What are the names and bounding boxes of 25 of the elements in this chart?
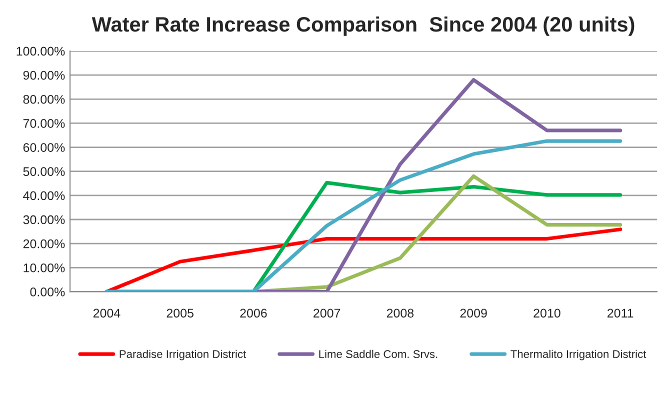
- legend-label: Paradise Irrigation District: [120, 350, 246, 360]
- chart-title: Water Rate Increase Comparison Since 2004 (20 units): [92, 16, 634, 36]
- line-series: [104, 139, 622, 292]
- x-tick-label: 2006: [240, 308, 267, 318]
- y-tick-label: 70.00%: [23, 119, 65, 128]
- y-tick-label: 100.00%: [16, 46, 65, 56]
- x-tick-label: 2011: [607, 308, 634, 318]
- x-tick-label: 2009: [460, 308, 487, 318]
- y-tick-label: 0.00%: [30, 288, 65, 296]
- y-tick-label: 50.00%: [23, 167, 65, 176]
- x-tick-label: 2005: [166, 308, 194, 318]
- y-tick-label: 90.00%: [23, 70, 65, 80]
- x-tick-label: 2008: [386, 308, 414, 318]
- line-series: [104, 228, 622, 292]
- y-tick-label: 20.00%: [23, 239, 65, 248]
- y-tick-label: 30.00%: [23, 215, 65, 224]
- x-tick-label: 2004: [93, 308, 120, 318]
- y-tick-label: 40.00%: [23, 191, 65, 200]
- legend-label: Thermalito Irrigation District: [510, 350, 646, 360]
- y-tick-label: 60.00%: [23, 143, 65, 152]
- legend-label: Lime Saddle Com. Srvs.: [319, 350, 438, 358]
- x-tick-label: 2007: [314, 308, 340, 318]
- y-tick-label: 10.00%: [24, 263, 65, 272]
- x-tick-label: 2010: [534, 308, 560, 318]
- y-tick-label: 80.00%: [23, 94, 65, 104]
